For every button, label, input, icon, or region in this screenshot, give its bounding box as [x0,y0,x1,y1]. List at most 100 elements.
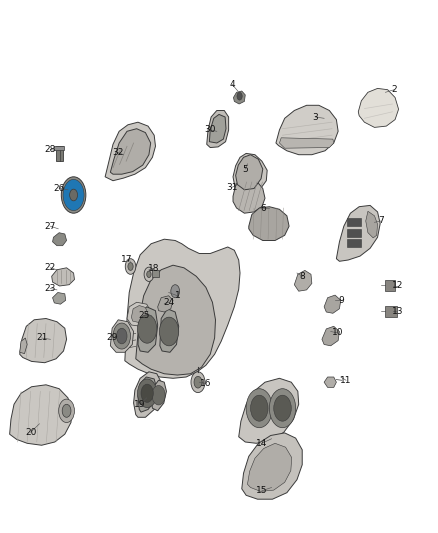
Text: 20: 20 [25,428,36,437]
Polygon shape [249,207,289,240]
Polygon shape [158,296,173,312]
Circle shape [144,267,154,281]
Bar [152,270,159,277]
Text: 3: 3 [312,112,318,122]
Bar [385,279,395,291]
Circle shape [269,389,296,427]
Polygon shape [105,122,155,181]
Text: 24: 24 [163,298,174,307]
Text: 26: 26 [53,184,65,193]
Circle shape [62,405,71,417]
Circle shape [171,285,180,298]
Circle shape [138,379,157,408]
Text: 6: 6 [260,204,266,213]
Polygon shape [207,110,229,148]
Text: 8: 8 [299,272,305,281]
Text: 28: 28 [45,145,56,154]
Polygon shape [53,233,67,246]
Text: 29: 29 [106,334,117,343]
Bar [54,146,64,149]
Text: 12: 12 [392,281,403,290]
Polygon shape [322,326,339,346]
Polygon shape [136,265,215,375]
Polygon shape [276,106,338,155]
Circle shape [141,384,153,402]
Polygon shape [239,378,299,443]
Circle shape [246,389,272,427]
Polygon shape [358,88,399,127]
Text: 4: 4 [230,80,235,89]
Polygon shape [233,177,265,213]
Circle shape [251,395,268,421]
Text: 17: 17 [121,255,133,264]
Circle shape [138,314,157,343]
Text: 11: 11 [340,376,352,385]
Circle shape [128,263,133,270]
Polygon shape [236,155,263,190]
Circle shape [237,92,242,100]
Polygon shape [247,443,292,491]
Text: 32: 32 [113,148,124,157]
Circle shape [66,183,81,207]
Bar [385,305,397,317]
Polygon shape [324,295,341,313]
Circle shape [152,385,165,405]
Text: 14: 14 [256,439,268,448]
Text: 10: 10 [332,328,343,337]
Polygon shape [138,377,157,412]
Text: 27: 27 [45,222,56,231]
Text: 2: 2 [392,85,397,94]
Polygon shape [233,91,245,104]
Polygon shape [53,293,66,304]
Bar [347,229,361,237]
Polygon shape [110,320,134,352]
Polygon shape [209,115,226,143]
Polygon shape [131,305,148,322]
Text: 7: 7 [378,216,384,225]
Circle shape [191,372,205,393]
Polygon shape [294,270,312,291]
Polygon shape [20,319,67,362]
Polygon shape [324,377,336,387]
Polygon shape [336,205,380,261]
Circle shape [113,323,131,349]
Text: 25: 25 [139,311,150,320]
Polygon shape [233,154,267,193]
Polygon shape [127,302,151,326]
Circle shape [274,395,291,421]
Text: 21: 21 [36,334,47,343]
Polygon shape [151,380,166,411]
Circle shape [59,399,74,423]
Text: 16: 16 [200,379,212,388]
Polygon shape [134,372,161,417]
Polygon shape [138,307,158,352]
Polygon shape [20,338,27,353]
Text: 30: 30 [205,125,216,134]
Polygon shape [366,211,378,238]
Text: 23: 23 [45,284,56,293]
Bar [56,146,63,160]
Circle shape [147,271,151,278]
Polygon shape [279,138,334,148]
Circle shape [194,376,202,388]
Polygon shape [52,268,74,286]
Text: 9: 9 [339,296,345,305]
Circle shape [63,180,84,211]
Circle shape [125,259,136,274]
Polygon shape [10,385,72,445]
Polygon shape [110,128,151,174]
Text: 15: 15 [256,486,268,495]
Circle shape [117,328,127,344]
Text: 31: 31 [226,183,238,192]
Text: 13: 13 [392,308,403,317]
Bar [347,239,361,247]
Text: 1: 1 [174,291,180,300]
Text: 18: 18 [148,264,159,273]
Text: 5: 5 [242,165,248,174]
Text: 19: 19 [134,400,146,409]
Circle shape [159,317,179,346]
Circle shape [61,177,86,213]
Polygon shape [242,433,302,499]
Polygon shape [125,239,240,378]
Bar [347,219,361,226]
